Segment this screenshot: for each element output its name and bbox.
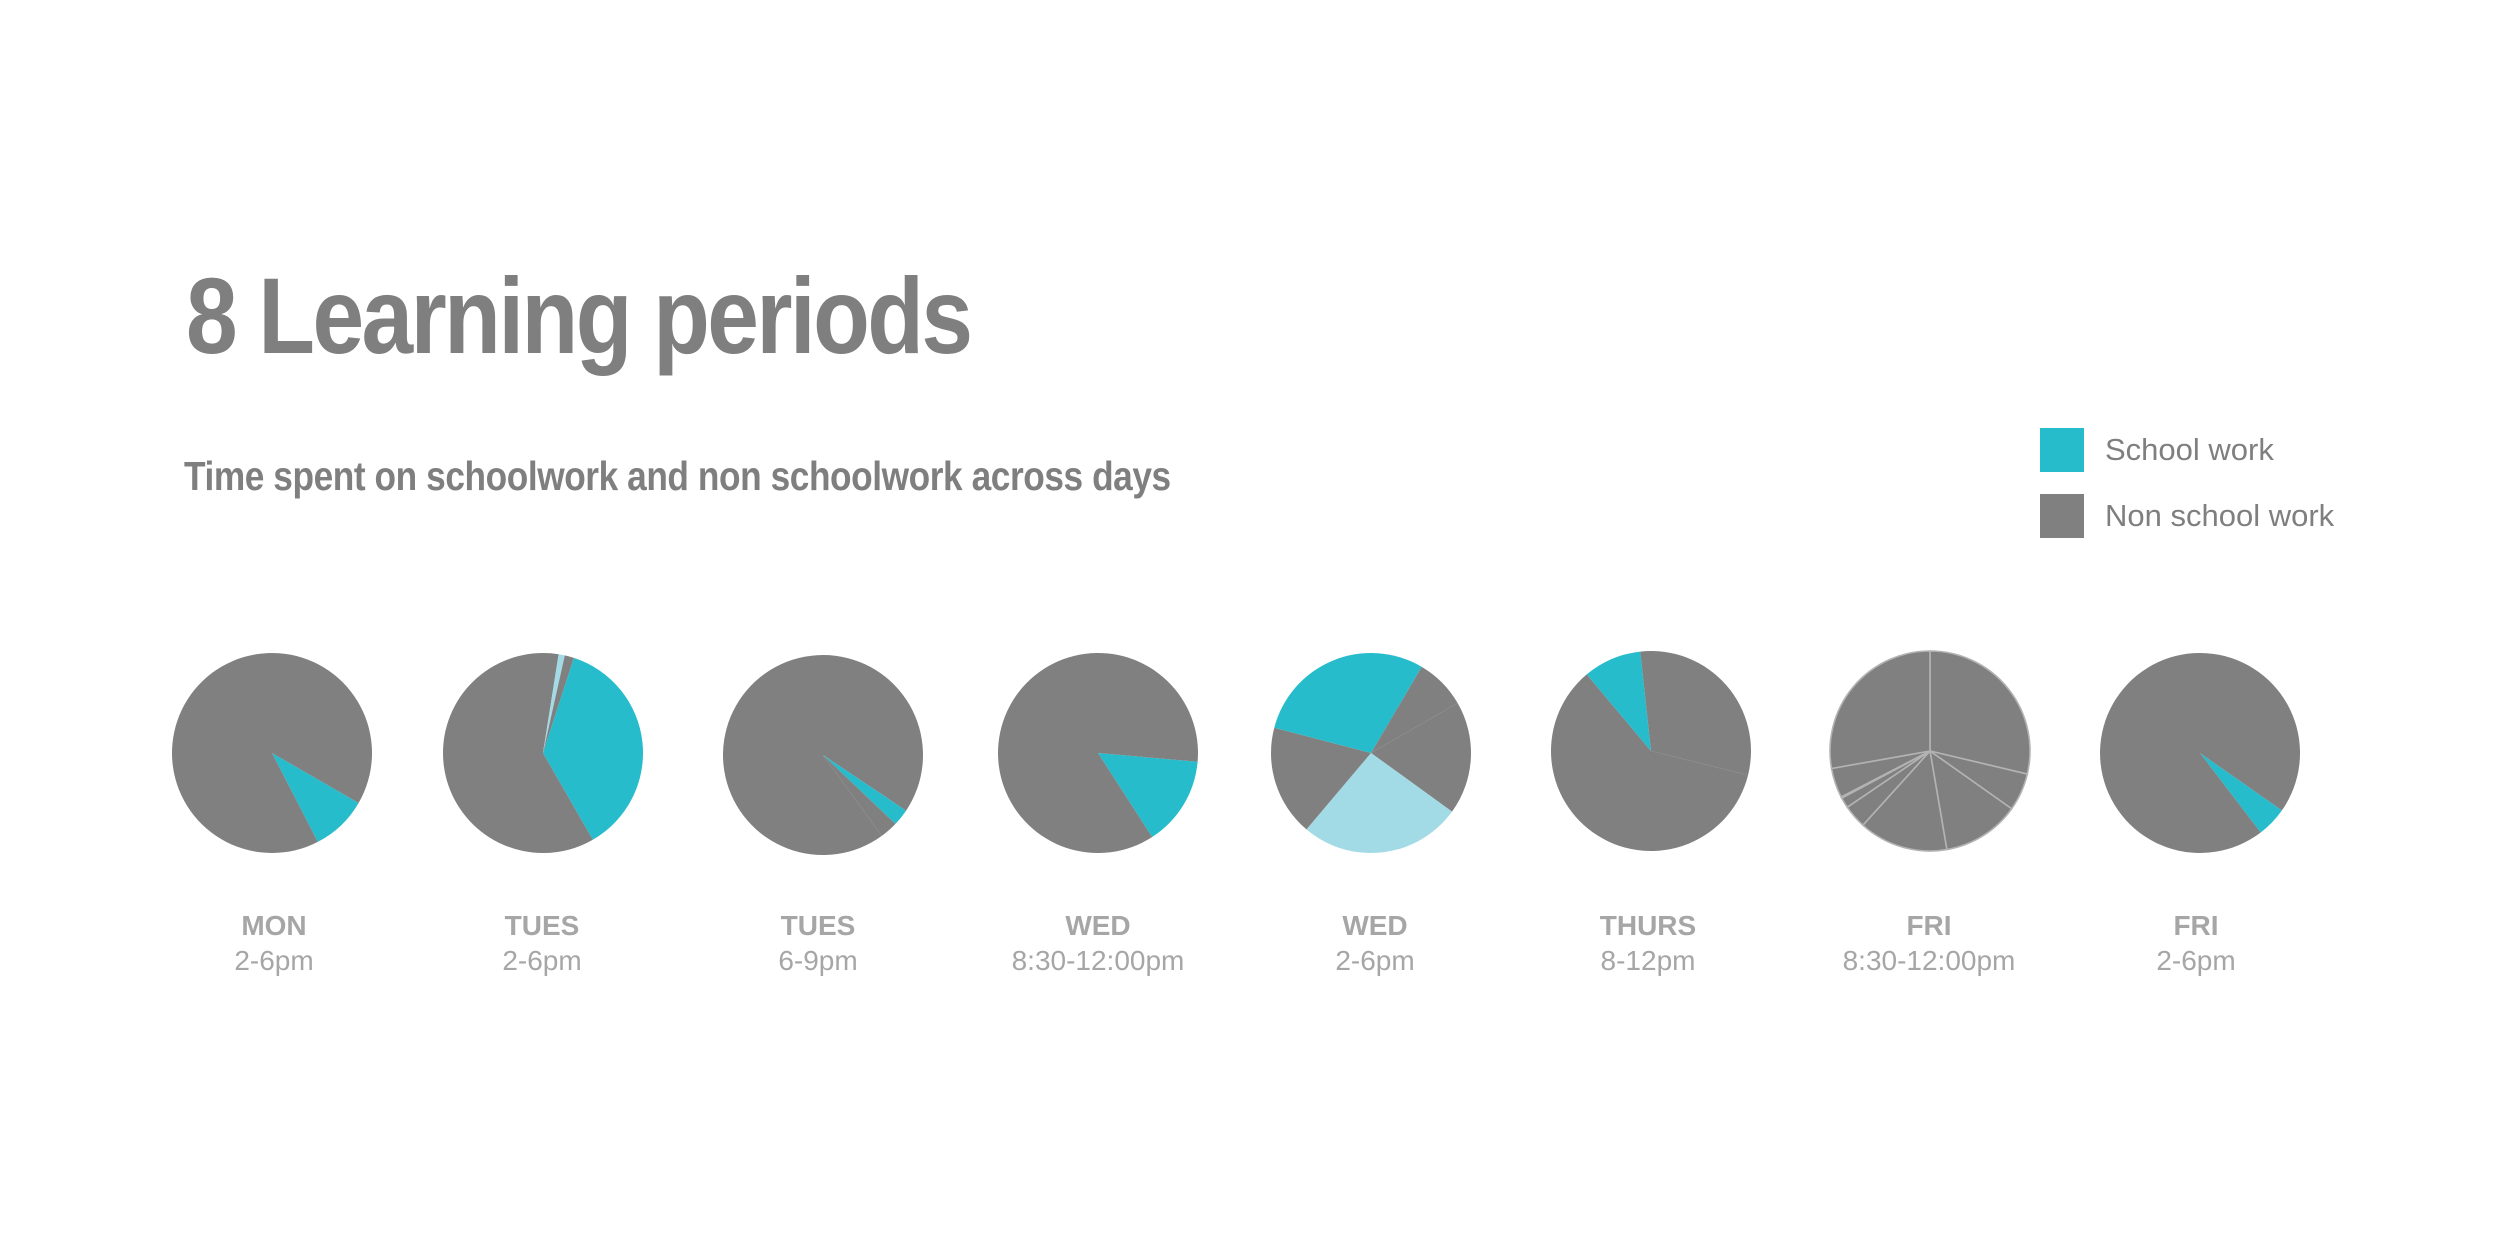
pie-label-4: WED 8:30-12:00pm xyxy=(968,908,1228,978)
pie-5 xyxy=(1271,653,1471,854)
pie-time-label: 8:30-12:00pm xyxy=(1842,945,2016,976)
pie-label-1: MON 2-6pm xyxy=(144,908,404,978)
legend-label-non-school-work: Non school work xyxy=(2105,498,2335,533)
pie-4-slice-2 xyxy=(998,653,1199,854)
chart-subtitle: Time spent on schoolwork and non schoolw… xyxy=(184,453,1171,499)
pie-time-label: 8-12pm xyxy=(1600,945,1696,976)
pie-6 xyxy=(1550,651,1751,852)
pie-time-label: 2-6pm xyxy=(1335,945,1415,976)
legend-item-school-work: School work xyxy=(2040,428,2334,472)
pie-time-label: 2-6pm xyxy=(234,945,314,976)
pie-day-label: WED xyxy=(1065,910,1131,941)
pie-day-label: THURS xyxy=(1599,910,1697,941)
legend-swatch-school-work xyxy=(2040,428,2084,472)
pie-3-slice-1 xyxy=(723,654,924,855)
pie-5-slice-5 xyxy=(1371,666,1458,753)
pie-1 xyxy=(171,653,372,854)
pie-4-slice-1 xyxy=(1098,753,1198,838)
pie-3-slice-2 xyxy=(823,755,907,824)
pie-5-slice-2 xyxy=(1306,753,1453,854)
pie-day-label: WED xyxy=(1342,910,1408,941)
pie-4 xyxy=(998,653,1199,854)
pie-2 xyxy=(443,652,644,853)
pie-5-slice-4 xyxy=(1274,653,1422,753)
pie-day-label: TUES xyxy=(780,910,856,941)
pie-day-label: MON xyxy=(241,910,307,941)
pie-3-slice-3 xyxy=(823,755,896,836)
pie-2-slice-2 xyxy=(543,654,565,753)
pie-7 xyxy=(1829,650,2031,852)
legend-label-school-work: School work xyxy=(2105,432,2274,467)
pie-7-slice-9 xyxy=(1829,650,1931,770)
pie-label-5: WED 2-6pm xyxy=(1245,908,1505,978)
pie-7-slice-4 xyxy=(1861,749,1948,852)
pie-label-8: FRI 2-6pm xyxy=(2066,908,2326,978)
pie-time-label: 2-6pm xyxy=(2156,945,2236,976)
legend: School work Non school work xyxy=(2040,428,2334,560)
pie-6-slice-1 xyxy=(1550,674,1749,852)
pie-5-slice-3 xyxy=(1271,727,1371,830)
pie-label-6: THURS 8-12pm xyxy=(1518,908,1778,978)
pie-1-slice-1 xyxy=(272,753,359,842)
pie-6-slice-2 xyxy=(1586,651,1651,751)
pie-time-label: 6-9pm xyxy=(778,945,858,976)
pie-day-label: FRI xyxy=(1906,910,1952,941)
pie-8-slice-1 xyxy=(2200,753,2282,833)
pie-5-slice-1 xyxy=(1371,703,1471,812)
pie-time-label: 2-6pm xyxy=(502,945,582,976)
pie-8-slice-2 xyxy=(2100,652,2301,853)
pie-2-slice-3 xyxy=(543,655,574,753)
pie-day-label: TUES xyxy=(504,910,580,941)
pie-1-slice-2 xyxy=(171,653,372,854)
pie-7-slice-1 xyxy=(1929,650,2031,776)
pie-2-slice-5 xyxy=(543,753,593,853)
pie-label-7: FRI 8:30-12:00pm xyxy=(1799,908,2059,978)
pie-8 xyxy=(2100,652,2301,853)
pie-label-2: TUES 2-6pm xyxy=(412,908,672,978)
legend-swatch-non-school-work xyxy=(2040,494,2084,538)
chart-title: 8 Learning periods xyxy=(186,255,973,376)
pie-3 xyxy=(723,654,924,855)
pie-2-slice-4 xyxy=(543,657,644,840)
pie-time-label: 8:30-12:00pm xyxy=(1011,945,1185,976)
pie-6-slice-3 xyxy=(1640,651,1751,776)
pie-2-slice-1 xyxy=(443,652,559,853)
pie-day-label: FRI xyxy=(2173,910,2219,941)
legend-item-non-school-work: Non school work xyxy=(2040,494,2334,538)
pie-7-slice-3 xyxy=(1928,749,2013,851)
pie-label-3: TUES 6-9pm xyxy=(688,908,948,978)
